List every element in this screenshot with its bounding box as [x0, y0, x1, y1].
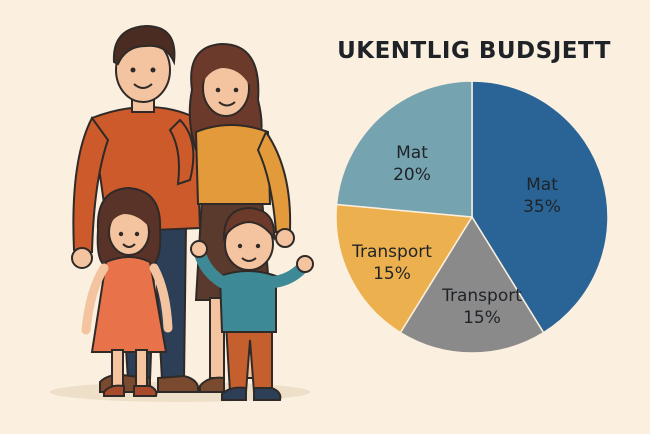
- pie-slice-0: [471, 80, 609, 334]
- family-illustration: [50, 24, 314, 402]
- chart-title: UKENTLIG BUDSJETT: [337, 38, 611, 64]
- slice-label-1: Transport: [441, 286, 522, 306]
- daughter-figure: [81, 186, 173, 397]
- slice-value-label-0: 35%: [523, 197, 561, 217]
- slice-label-2: Transport: [351, 242, 432, 262]
- son-figure: [190, 206, 314, 401]
- slice-value-label-3: 20%: [393, 165, 431, 185]
- slice-value-label-1: 15%: [463, 308, 501, 328]
- slice-value-label-2: 15%: [373, 264, 411, 284]
- pie-slice-2: [335, 203, 474, 334]
- pie-slice-1: [399, 215, 545, 354]
- slice-label-0: Mat: [526, 175, 558, 195]
- pie-slice-3: [335, 80, 473, 218]
- slice-label-3: Mat: [396, 143, 428, 163]
